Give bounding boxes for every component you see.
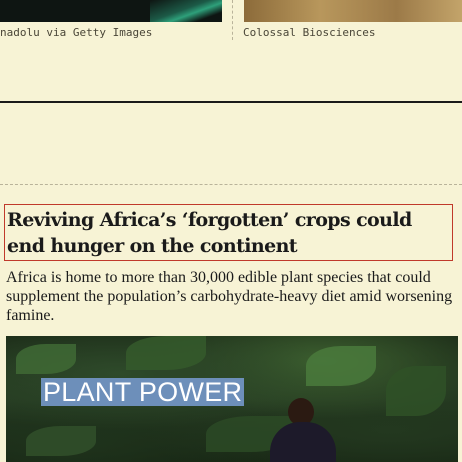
foliage [26, 426, 96, 456]
foliage [386, 366, 446, 416]
foliage [16, 344, 76, 374]
column-divider [232, 0, 233, 40]
image-detail [150, 0, 222, 22]
story-divider [0, 184, 462, 185]
image-credit-right: Colossal Biosciences [243, 26, 462, 39]
article-hero-image[interactable]: PLANT POWER [6, 336, 458, 462]
previous-story-image-left[interactable] [0, 0, 222, 22]
foliage [126, 336, 206, 370]
previous-story-image-right[interactable] [244, 0, 462, 22]
article-summary: Africa is home to more than 30,000 edibl… [6, 268, 458, 325]
woman-body [270, 422, 336, 462]
image-label-badge: PLANT POWER [41, 378, 244, 406]
section-rule [0, 101, 462, 103]
foliage [306, 346, 376, 386]
image-credit-left: nadolu via Getty Images [0, 26, 222, 39]
article-headline-link[interactable]: Reviving Africa’s ‘forgotten’ crops coul… [4, 204, 453, 261]
woman-figure [268, 396, 338, 462]
